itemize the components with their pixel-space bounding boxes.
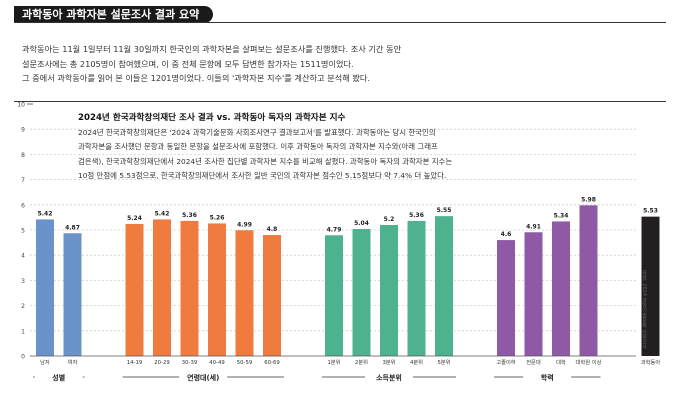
bar-value-label: 4.91: [526, 223, 541, 230]
group-label: 학력: [541, 373, 554, 382]
bar: [235, 230, 254, 356]
bar: [180, 220, 199, 356]
intro-line: 과학동아는 11월 1일부터 11월 30일까지 한국인의 과학자본을 살펴보는…: [22, 44, 402, 54]
y-tick-label: 0: [21, 354, 25, 361]
y-tick-label: 1: [21, 328, 25, 335]
chart-title: 2024년 한국과학창의재단 조사 결과 vs. 과학동아 독자의 과학자본 지…: [78, 113, 346, 123]
title-divider: [14, 22, 666, 23]
x-tick-label: 30-39: [182, 360, 197, 366]
bar-value-label: 5.04: [354, 220, 369, 227]
bar: [641, 216, 660, 356]
bar: [263, 235, 281, 356]
group-label-backdrop: [523, 371, 572, 383]
bar: [63, 233, 82, 356]
group-label-backdrop: [34, 371, 83, 383]
bar-value-label: 4.87: [65, 224, 80, 231]
y-tick-label: 9: [21, 127, 25, 134]
group-label: 소득분위: [376, 373, 402, 382]
source-note: 자료: 2024 과학기술문화 사회조사: [641, 270, 647, 350]
intro-line: 설문조사에는 총 2105명이 참여했으며, 이 중 전체 문항에 모두 답변한…: [22, 58, 354, 69]
bar-value-label: 5.55: [437, 207, 452, 214]
bar: [208, 223, 226, 356]
bar-value-label: 5.34: [554, 212, 569, 219]
x-tick-label: 14-19: [127, 360, 142, 366]
chart-divider: [14, 101, 666, 102]
page-title: 과학동아 과학자본 설문조사 결과 요약: [14, 6, 214, 23]
x-tick-label: 2분위: [355, 358, 368, 366]
chart-desc-line: 2024년 한국과학창의재단은 '2024 과학기술문화 사회조사연구 결과보고…: [78, 128, 436, 137]
bar: [435, 216, 453, 356]
group-label: 성별: [52, 373, 65, 382]
bar-value-label: 5.36: [182, 212, 197, 219]
chart-desc-line: 검은색), 한국과학창의재단에서 2024년 조사한 집단별 과학자본 지수를 …: [78, 156, 453, 166]
bar: [352, 228, 371, 356]
group-label-backdrop: [365, 371, 413, 383]
x-tick-label: 60-69: [264, 360, 279, 366]
bar-value-label: 5.42: [38, 210, 53, 217]
x-tick-label: 여자: [68, 358, 78, 366]
chart-description: 2024년 한국과학창의재단은 '2024 과학기술문화 사회조사연구 결과보고…: [78, 126, 528, 183]
x-tick-label: 4분위: [410, 358, 423, 366]
x-tick-label: 대학원 이상: [575, 358, 601, 366]
chart-desc-line: 과학자본을 조사했던 문항과 동일한 문항을 설문조사에 포함했다. 이후 과학…: [78, 142, 438, 152]
x-tick-label: 전문대: [526, 358, 541, 366]
bar-value-label: 5.36: [409, 212, 424, 219]
group-label: 연령대(세): [187, 373, 219, 382]
intro-text: 과학동아는 11월 1일부터 11월 30일까지 한국인의 과학자본을 살펴보는…: [22, 42, 662, 86]
x-tick-label: 20-29: [154, 360, 169, 366]
bar: [325, 235, 343, 356]
x-tick-label: 5분위: [437, 358, 450, 366]
x-tick-label: 50-59: [237, 360, 252, 366]
bar: [153, 219, 171, 356]
y-tick-label: 5: [21, 228, 25, 235]
y-tick-label: 3: [21, 278, 25, 285]
bar: [407, 220, 426, 356]
y-tick-label: 6: [21, 202, 25, 209]
x-tick-label: 대학: [556, 358, 566, 366]
group-label-backdrop: [179, 371, 228, 383]
bar-value-label: 5.98: [581, 196, 596, 203]
y-tick-label: 2: [21, 303, 25, 310]
bar-value-label: 4.79: [327, 226, 342, 233]
bar-value-label: 5.24: [127, 215, 142, 222]
x-tick-label: 고졸이하: [496, 358, 516, 366]
bar: [125, 223, 144, 356]
bar: [497, 240, 515, 356]
bar: [36, 219, 54, 356]
x-tick-label: 1분위: [327, 358, 340, 366]
y-tick-label: 7: [21, 177, 25, 184]
x-tick-label: 40-49: [209, 360, 224, 366]
x-tick-label: 남자: [40, 358, 50, 366]
x-tick-label: 과학동아: [641, 358, 661, 366]
y-tick-label: 10: [17, 102, 25, 109]
bar: [552, 221, 570, 356]
bar-value-label: 5.53: [643, 208, 658, 215]
bar-value-label: 4.8: [267, 226, 278, 233]
chart-desc-line: 10점 만점에 5.53점으로, 한국과학창의재단에서 조사한 일반 국민의 과…: [78, 170, 447, 180]
bar-value-label: 5.26: [210, 214, 225, 221]
intro-line: 그 중에서 과학동아를 읽어 본 이들은 1201명이었다. 이들의 '과학자본…: [22, 73, 371, 83]
x-tick-label: 3분위: [382, 358, 395, 366]
bar-value-label: 5.42: [155, 210, 170, 217]
y-tick-label: 8: [21, 152, 25, 159]
y-tick-label: 4: [21, 253, 25, 260]
bar-value-label: 4.99: [237, 221, 252, 228]
bar: [380, 224, 398, 356]
bar-value-label: 4.6: [501, 231, 512, 238]
bar: [524, 232, 543, 356]
bar-value-label: 5.2: [384, 216, 395, 223]
bar: [579, 205, 598, 356]
